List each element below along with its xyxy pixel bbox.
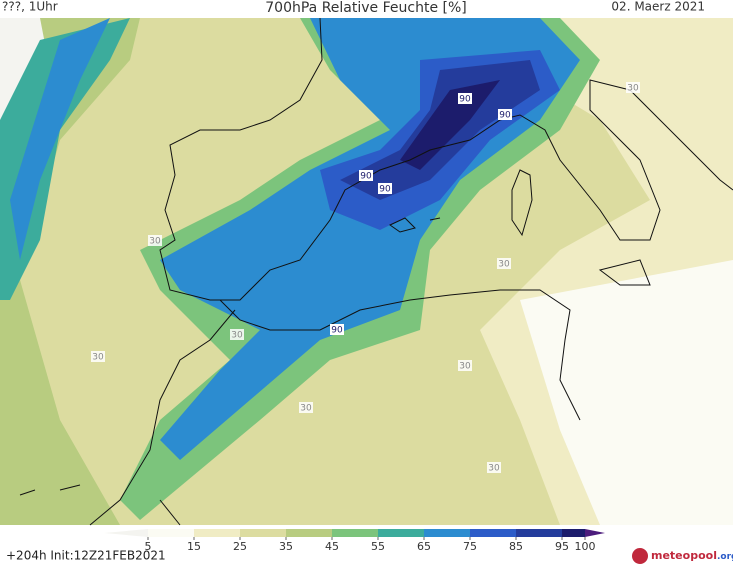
colorbar-tick-label: 15 <box>187 540 201 553</box>
contour-label: 30 <box>627 84 639 94</box>
contour-label: 30 <box>498 260 510 270</box>
logo: meteopool.org <box>651 549 733 562</box>
colorbar-tick-label: 65 <box>417 540 431 553</box>
coastline-morocco <box>89 309 236 526</box>
colorbar-tick-label: 100 <box>575 540 596 553</box>
coastline-africa <box>219 289 581 421</box>
contour-label-box <box>230 329 244 340</box>
colorbar: 5 15 25 35 45 55 65 75 85 95 100 <box>104 529 605 553</box>
contour-label-box <box>359 170 373 181</box>
colorbar-tick-label: 85 <box>509 540 523 553</box>
colorbar-tick-label: 75 <box>463 540 477 553</box>
colorbar-segment <box>516 529 562 537</box>
contour-label: 30 <box>300 404 312 414</box>
contour-label-box <box>626 82 640 93</box>
contour-label: 90 <box>360 172 372 182</box>
logo-part: meteo <box>651 549 691 562</box>
moist-band-max <box>400 80 500 170</box>
colorbar-tick-label: 35 <box>279 540 293 553</box>
contour-label-box <box>91 351 105 362</box>
colorbar-segment <box>332 529 378 537</box>
logo-part: .org <box>717 552 733 562</box>
contour-label-box <box>458 360 472 371</box>
contour-label-box <box>299 402 313 413</box>
header-bar <box>0 0 733 18</box>
colorbar-segment <box>562 529 585 537</box>
colorbar-segment <box>240 529 286 537</box>
atlantic-band-core <box>10 18 110 260</box>
colorbar-tick-label: 95 <box>555 540 569 553</box>
contour-label: 30 <box>149 237 161 247</box>
colorbar-segment <box>378 529 424 537</box>
coastline-europe <box>159 17 733 301</box>
header-left: ???, 1Uhr <box>2 0 58 14</box>
header: ???, 1Uhr 700hPa Relative Feuchte [%] 02… <box>0 0 733 18</box>
corsica-sardinia <box>511 169 533 237</box>
contour-label: 90 <box>459 95 471 105</box>
colorbar-over <box>585 529 605 537</box>
logo-part: pool <box>690 549 717 562</box>
header-date: 02. Maerz 2021 <box>611 0 705 14</box>
colorbar-segment <box>424 529 470 537</box>
contour-label-box <box>497 258 511 269</box>
contour-label: 30 <box>92 353 104 363</box>
run-info: +204h Init:12Z21FEB2021 <box>6 549 166 563</box>
contour-labels: 90 90 90 90 90 30 30 30 30 30 30 30 30 <box>91 82 640 474</box>
map-title: 700hPa Relative Feuchte [%] <box>265 0 466 16</box>
contour-label: 90 <box>379 185 391 195</box>
colorbar-segment <box>148 529 194 537</box>
contour-label: 30 <box>488 464 500 474</box>
colorbar-segment <box>194 529 240 537</box>
contour-label-box <box>498 109 512 120</box>
colorbar-segment <box>470 529 516 537</box>
very-dry-area <box>520 260 733 525</box>
contour-label-box <box>458 93 472 104</box>
colorbar-tick-label: 25 <box>233 540 247 553</box>
contour-label: 30 <box>231 331 243 341</box>
colorbar-under <box>104 529 148 537</box>
colorbar-segment <box>286 529 332 537</box>
borders <box>159 499 181 526</box>
contour-label-box <box>487 462 501 473</box>
contour-label-box <box>330 324 344 335</box>
islands <box>19 217 441 496</box>
logo-icon <box>632 548 648 564</box>
colorbar-tick-label: 45 <box>325 540 339 553</box>
colorbar-tick-label: 5 <box>145 540 152 553</box>
contour-label: 30 <box>459 362 471 372</box>
contour-label: 90 <box>331 326 343 336</box>
map <box>0 17 733 526</box>
contour-label-box <box>378 183 392 194</box>
atlantic-band <box>0 18 130 300</box>
sicily <box>598 259 651 286</box>
contour-label-box <box>148 235 162 246</box>
colorbar-tick-label: 55 <box>371 540 385 553</box>
contour-label: 90 <box>499 111 511 121</box>
